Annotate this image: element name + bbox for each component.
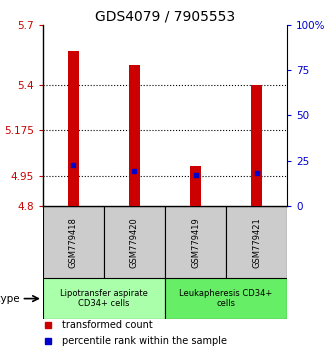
Text: cell type: cell type bbox=[0, 293, 20, 304]
Bar bbox=[129, 65, 140, 206]
Bar bbox=[190, 166, 201, 206]
Text: Leukapheresis CD34+
cells: Leukapheresis CD34+ cells bbox=[180, 289, 273, 308]
Bar bbox=[226, 206, 287, 279]
Text: percentile rank within the sample: percentile rank within the sample bbox=[62, 336, 227, 346]
Bar bbox=[43, 206, 104, 279]
Bar bbox=[43, 279, 165, 319]
Text: GSM779419: GSM779419 bbox=[191, 217, 200, 268]
Bar bbox=[68, 51, 79, 206]
Text: GSM779418: GSM779418 bbox=[69, 217, 78, 268]
Bar bbox=[165, 206, 226, 279]
Title: GDS4079 / 7905553: GDS4079 / 7905553 bbox=[95, 10, 235, 24]
Bar bbox=[104, 206, 165, 279]
Text: Lipotransfer aspirate
CD34+ cells: Lipotransfer aspirate CD34+ cells bbox=[60, 289, 148, 308]
Bar bbox=[165, 279, 287, 319]
Text: GSM779421: GSM779421 bbox=[252, 217, 261, 268]
Text: transformed count: transformed count bbox=[62, 320, 153, 330]
Text: GSM779420: GSM779420 bbox=[130, 217, 139, 268]
Bar bbox=[251, 85, 262, 206]
